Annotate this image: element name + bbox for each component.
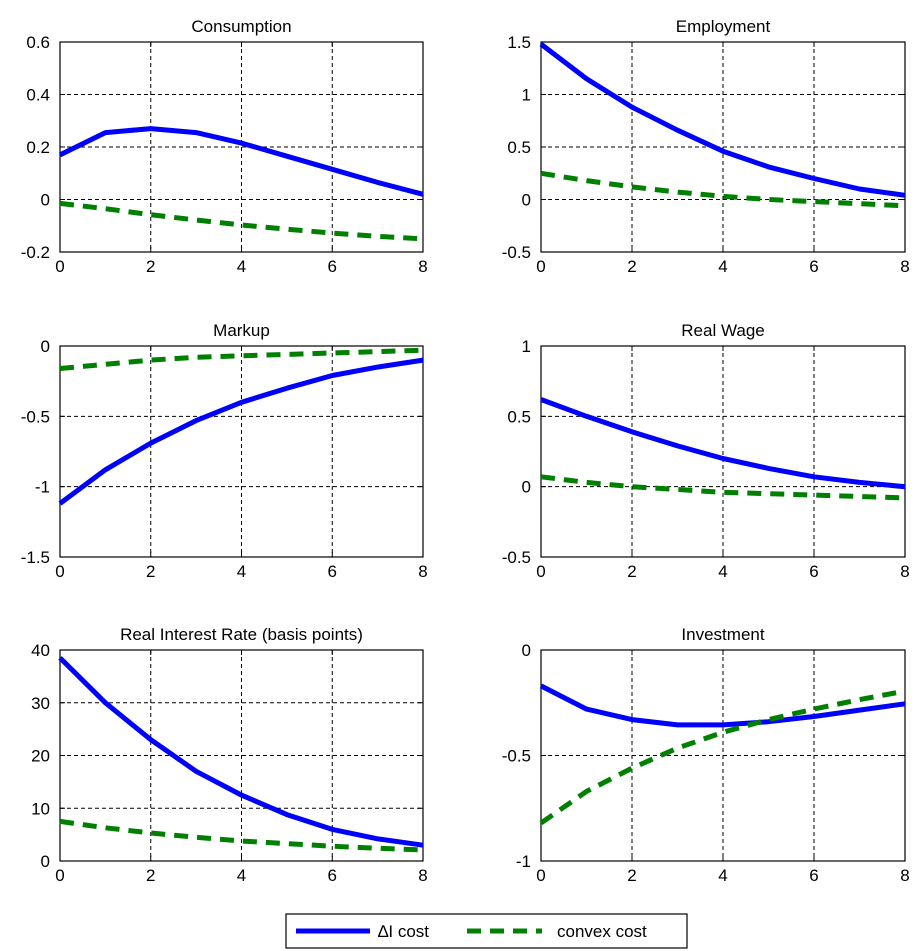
y-tick-label: 0.2 (26, 138, 50, 157)
panel-3: Markup 0 2 4 6 8 0 -0.5 -1 -1.5 (21, 321, 428, 581)
y-tick-label: 0 (41, 852, 50, 871)
series-line-delta-i-cost (58, 126, 424, 197)
x-tick-label: 8 (418, 257, 427, 276)
x-tick-label: 0 (55, 257, 64, 276)
x-tick-label: 4 (718, 866, 727, 885)
y-tick-label: 0.4 (26, 86, 50, 105)
x-tick-label: 4 (237, 562, 246, 581)
series-line-delta-i-cost (539, 42, 906, 198)
panel-title: Markup (213, 321, 270, 340)
series-line-convex-cost (540, 170, 906, 209)
panel-title: Consumption (191, 17, 291, 36)
y-tick-label: -1.5 (21, 548, 50, 567)
x-tick-label: 8 (900, 866, 909, 885)
y-tick-label: 10 (31, 799, 50, 818)
y-tick-label: 0.5 (507, 407, 531, 426)
panel-4: Real Wage 0 2 4 6 8 1 0.5 0 -0.5 (502, 321, 910, 581)
x-tick-label: 4 (718, 562, 727, 581)
x-tick-label: 4 (237, 866, 246, 885)
y-tick-label: 1.5 (507, 33, 531, 52)
x-tick-label: 6 (809, 866, 818, 885)
x-tick-label: 2 (627, 562, 636, 581)
y-tick-label: -1 (516, 852, 531, 871)
y-tick-label: 0 (522, 191, 531, 210)
y-tick-label: 30 (31, 694, 50, 713)
legend-label-delta-i-cost: ∆I cost (378, 922, 429, 941)
x-tick-label: 6 (809, 562, 818, 581)
x-tick-label: 8 (418, 866, 427, 885)
series-line-delta-i-cost (58, 357, 424, 506)
y-tick-label: 0.5 (507, 138, 531, 157)
y-tick-label: -0.5 (502, 243, 531, 262)
y-tick-label: -0.5 (502, 548, 531, 567)
x-tick-label: 4 (718, 257, 727, 276)
y-tick-label: 0.6 (26, 33, 50, 52)
y-tick-label: 1 (522, 86, 531, 105)
x-tick-label: 8 (418, 562, 427, 581)
series-line-convex-cost (540, 474, 906, 501)
legend: ∆I cost convex cost (285, 913, 688, 949)
series-line-delta-i-cost (58, 656, 424, 848)
x-tick-label: 0 (536, 562, 545, 581)
panel-1: Consumption 0 2 4 6 8 0.6 0.4 0.2 0 -0.2 (21, 17, 428, 276)
panel-title: Employment (676, 17, 771, 36)
x-tick-label: 6 (328, 562, 337, 581)
y-tick-label: 40 (31, 641, 50, 660)
y-tick-label: -0.5 (21, 407, 50, 426)
legend-label-convex-cost: convex cost (557, 922, 647, 941)
y-tick-label: 0 (522, 641, 531, 660)
series-line-convex-cost (59, 818, 424, 853)
x-tick-label: 2 (146, 562, 155, 581)
y-tick-label: 20 (31, 747, 50, 766)
x-tick-label: 2 (627, 257, 636, 276)
x-tick-label: 2 (627, 866, 636, 885)
series-line-delta-i-cost (540, 397, 906, 490)
x-tick-label: 0 (55, 866, 64, 885)
y-tick-label: -0.5 (502, 747, 531, 766)
x-tick-label: 0 (536, 257, 545, 276)
panel-2: Employment 0 2 4 6 8 1.5 1 0.5 0 -0.5 (502, 17, 910, 276)
panel-title: Investment (681, 625, 764, 644)
x-tick-label: 0 (55, 562, 64, 581)
x-tick-label: 6 (809, 257, 818, 276)
y-tick-label: 0 (41, 191, 50, 210)
y-tick-label: 0 (41, 337, 50, 356)
x-tick-label: 2 (146, 866, 155, 885)
x-tick-label: 2 (146, 257, 155, 276)
x-tick-label: 6 (328, 257, 337, 276)
y-tick-label: -0.2 (21, 243, 50, 262)
series-line-convex-cost (539, 688, 906, 826)
series-line-convex-cost (59, 200, 424, 242)
x-tick-label: 8 (900, 562, 909, 581)
y-tick-label: 1 (522, 337, 531, 356)
x-tick-label: 4 (237, 257, 246, 276)
series-line-convex-cost (59, 347, 424, 371)
x-tick-label: 6 (328, 866, 337, 885)
panel-5: Real Interest Rate (basis points) 0 2 4 6 8 40… (31, 625, 428, 885)
panel-title: Real Wage (681, 321, 764, 340)
x-tick-label: 0 (536, 866, 545, 885)
series-line-delta-i-cost (539, 683, 906, 728)
y-tick-label: 0 (522, 478, 531, 497)
panel-6: Investment 0 2 4 6 8 0 -0.5 -1 (502, 625, 910, 885)
panel-title: Real Interest Rate (basis points) (120, 625, 363, 644)
x-tick-label: 8 (900, 257, 909, 276)
y-tick-label: -1 (35, 478, 50, 497)
